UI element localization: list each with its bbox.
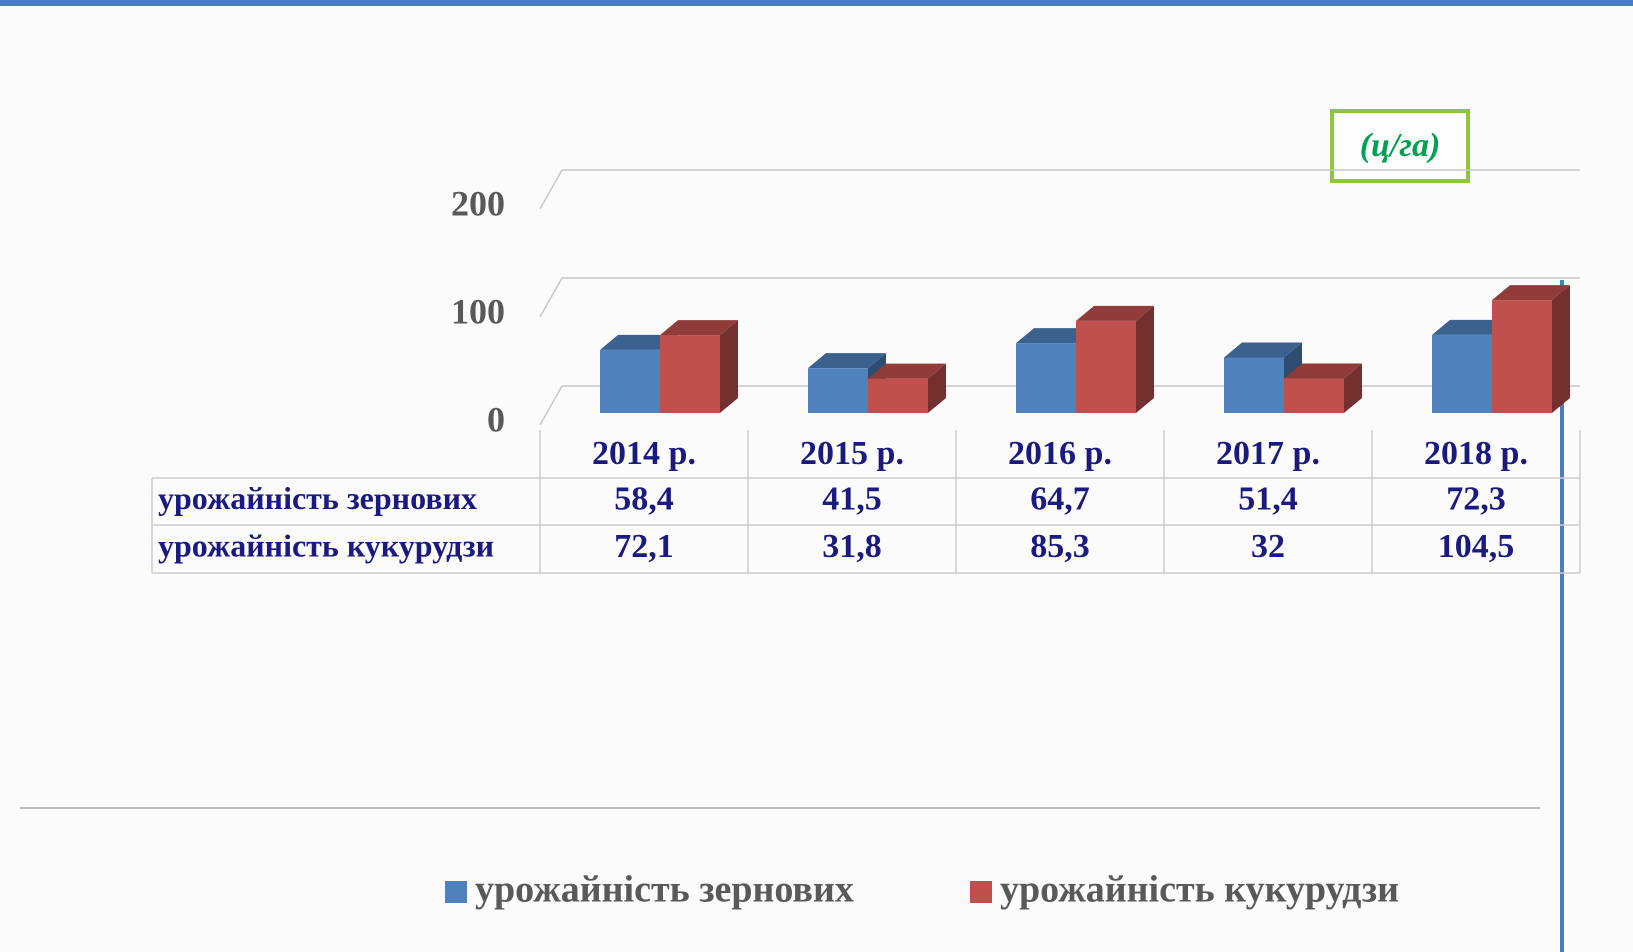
x-tick-label: 2017 р. xyxy=(1216,435,1320,472)
y-tick-label: 0 xyxy=(487,399,505,439)
bar-top xyxy=(660,320,738,336)
bar-side xyxy=(1136,305,1154,413)
bar-top xyxy=(1076,305,1154,321)
bar-top xyxy=(1284,363,1362,379)
unit-label: (ц/га) xyxy=(1360,127,1441,164)
bar-front xyxy=(1016,343,1076,413)
bar-front xyxy=(1432,334,1492,413)
bar-top xyxy=(1492,285,1570,301)
bar xyxy=(1076,305,1154,413)
top-border xyxy=(0,0,1633,6)
bar-front xyxy=(868,378,928,413)
bar-top xyxy=(868,363,946,379)
bar xyxy=(660,320,738,413)
bar-side xyxy=(1552,285,1570,413)
grid-line xyxy=(539,169,1580,210)
bar-top xyxy=(600,334,678,350)
data-table xyxy=(151,430,1581,574)
bar xyxy=(868,363,946,413)
legend-swatch xyxy=(970,881,992,903)
bar-top xyxy=(1432,319,1510,335)
grid-segment xyxy=(539,169,1580,210)
x-tick-label: 2015 р. xyxy=(800,435,904,472)
bar-front xyxy=(1492,300,1552,413)
table-value: 72,1 xyxy=(614,528,674,565)
grid-line xyxy=(539,277,1580,318)
y-tick-label: 200 xyxy=(451,183,505,223)
bar-front xyxy=(1076,320,1136,413)
grid-segment xyxy=(539,277,1580,318)
bar xyxy=(1492,285,1570,413)
legend-swatch xyxy=(445,881,467,903)
bar-side xyxy=(720,320,738,413)
table-value: 32 xyxy=(1251,528,1285,565)
table-row-label: урожайність кукурудзи xyxy=(158,527,494,563)
bar xyxy=(1284,363,1362,413)
legend-label: урожайність зернових xyxy=(475,869,854,911)
table-value: 85,3 xyxy=(1030,528,1090,565)
x-tick-label: 2018 р. xyxy=(1424,435,1528,472)
table-value: 64,7 xyxy=(1030,480,1090,517)
table-value: 104,5 xyxy=(1438,528,1515,565)
table-value: 58,4 xyxy=(614,480,674,517)
table-value: 51,4 xyxy=(1238,480,1298,517)
y-tick-label: 100 xyxy=(451,291,505,331)
table-value: 72,3 xyxy=(1446,480,1506,517)
bar-front xyxy=(808,368,868,413)
bar-front xyxy=(1284,378,1344,413)
legend-label: урожайність кукурудзи xyxy=(1000,869,1399,911)
bar-front xyxy=(1224,357,1284,413)
bar-top xyxy=(808,353,886,369)
right-border xyxy=(1560,280,1564,952)
bar-side xyxy=(1344,363,1362,413)
table-row-label: урожайність зернових xyxy=(158,480,477,516)
bar-top xyxy=(1224,342,1302,358)
x-tick-label: 2014 р. xyxy=(592,435,696,472)
table-value: 41,5 xyxy=(822,480,882,517)
table-value: 31,8 xyxy=(822,528,882,565)
bar-front xyxy=(660,335,720,413)
bar-top xyxy=(1016,328,1094,344)
bar-front xyxy=(600,349,660,413)
bar-side xyxy=(928,363,946,413)
x-tick-label: 2016 р. xyxy=(1008,435,1112,472)
